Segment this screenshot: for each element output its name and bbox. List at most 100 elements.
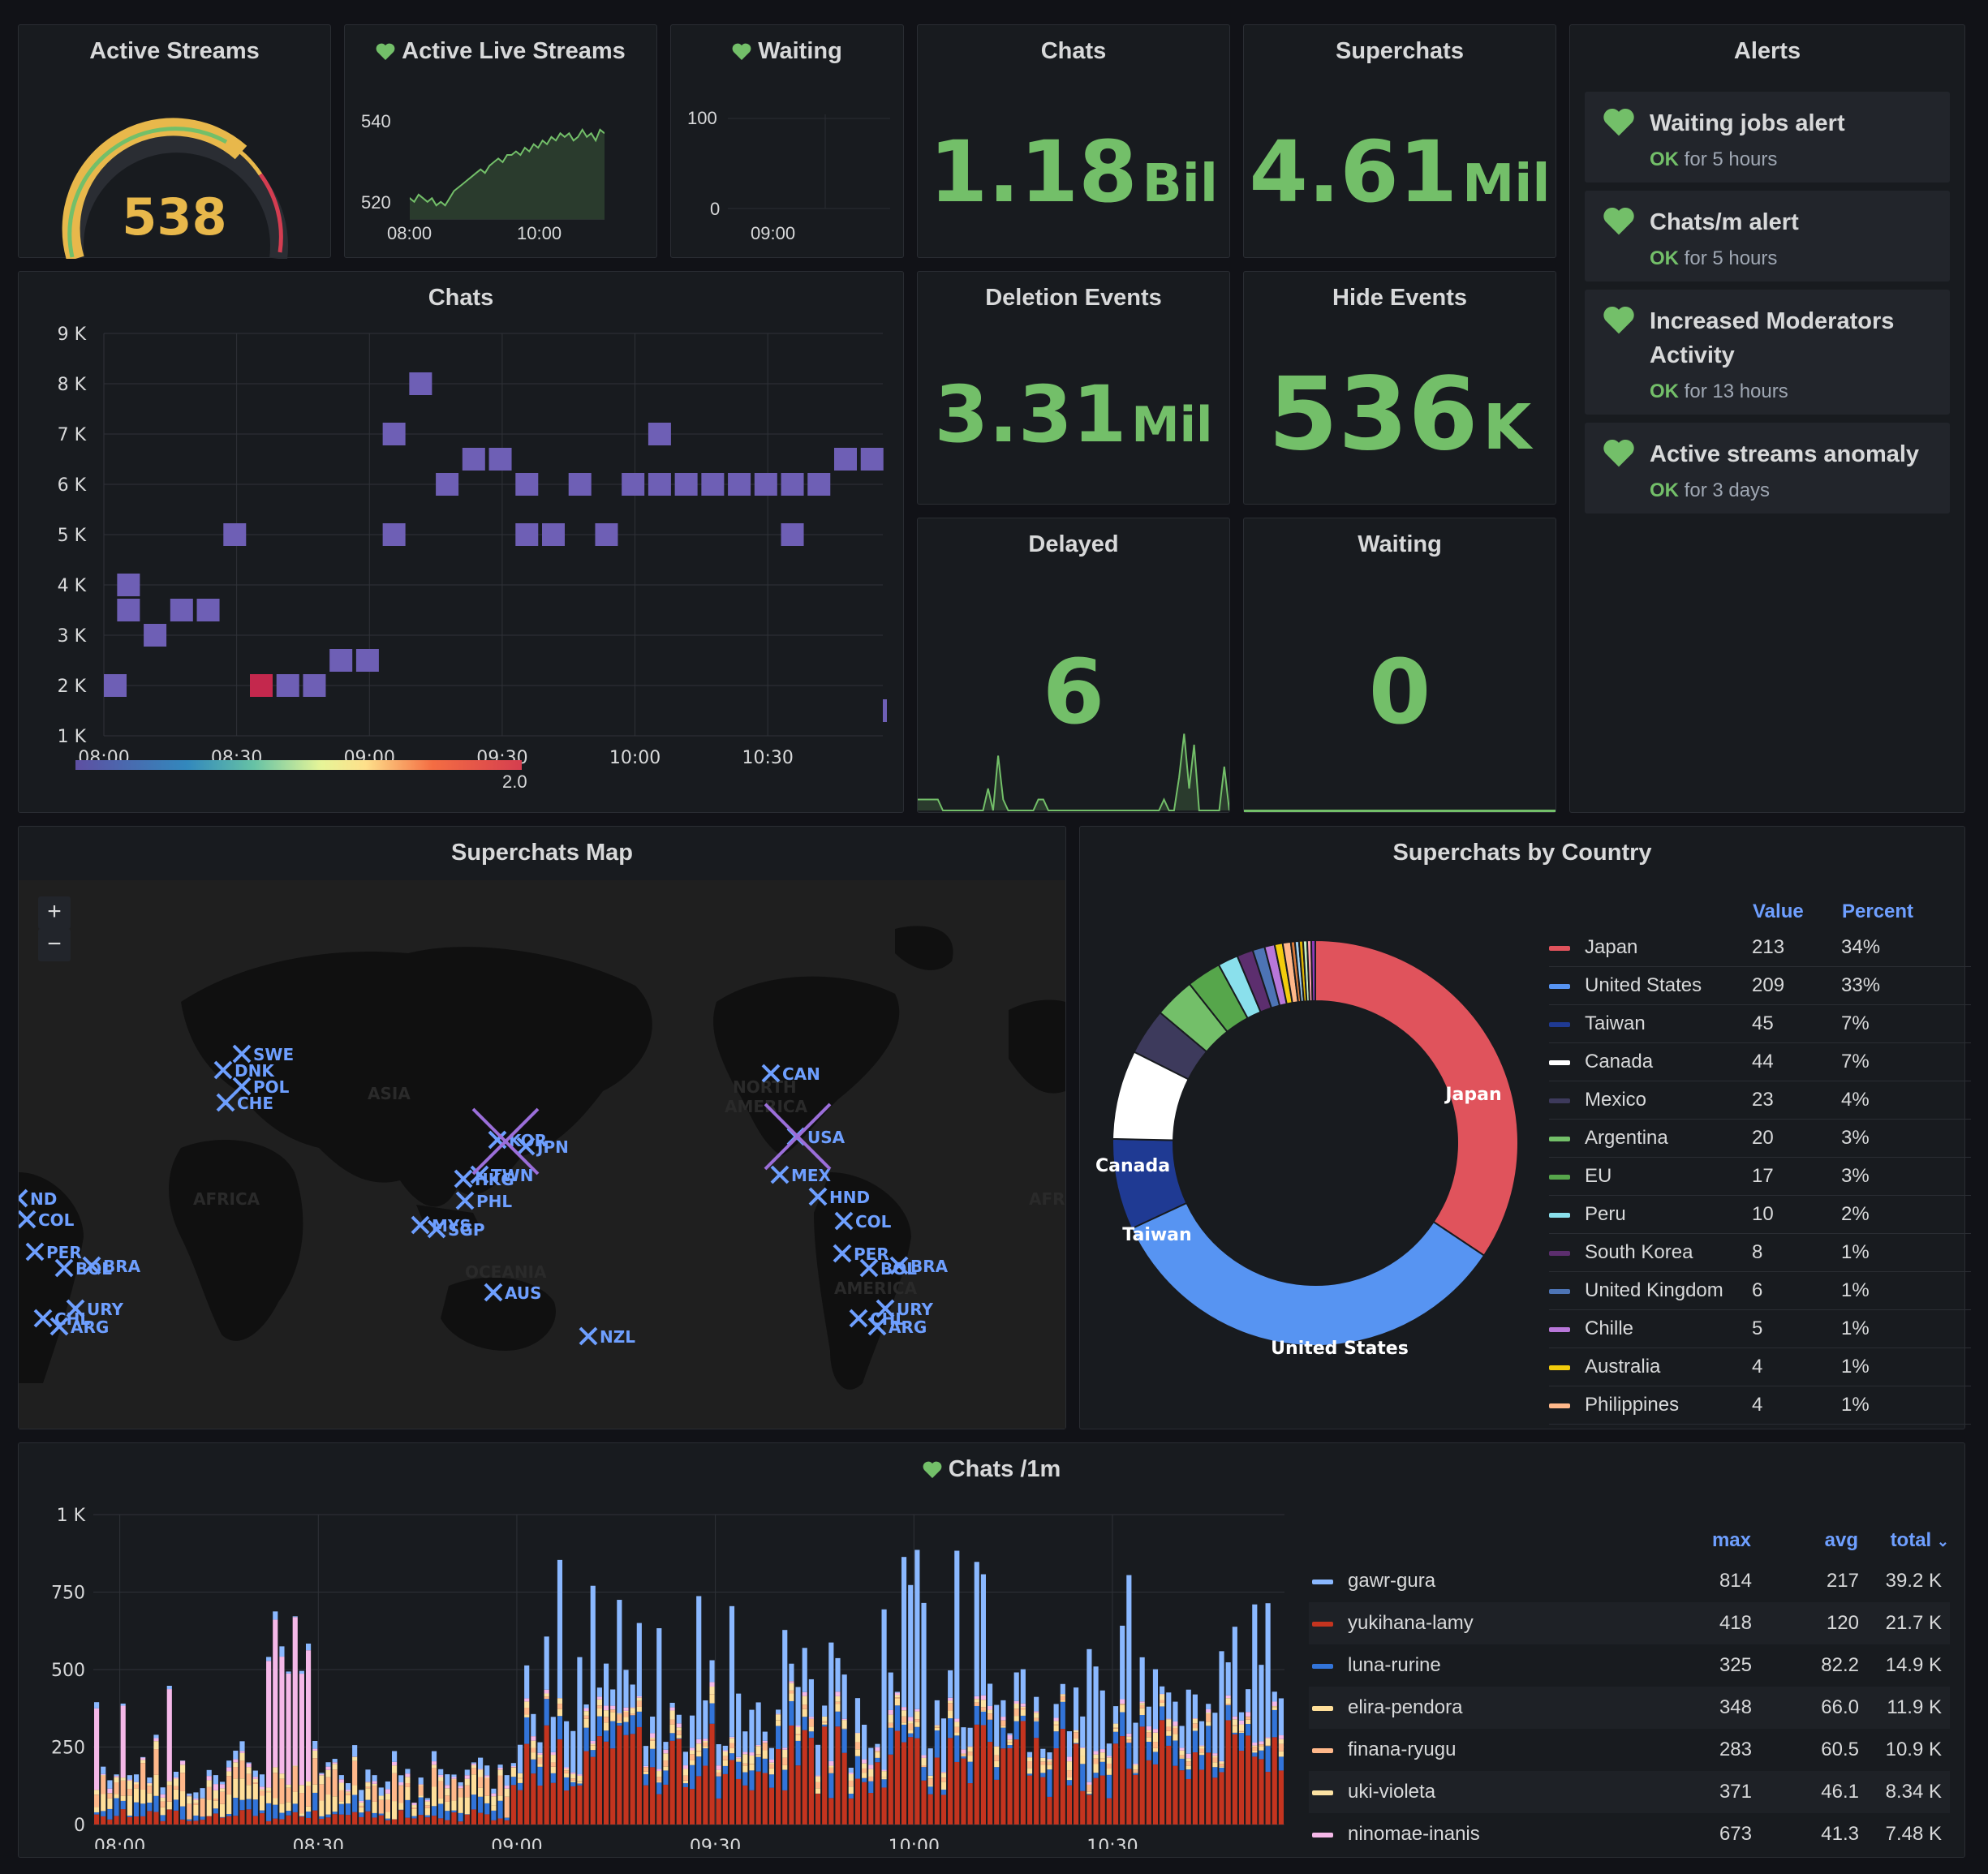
bar-segment [1265, 1772, 1271, 1825]
y-tick: 540 [361, 111, 391, 131]
map-marker: DNK [213, 1060, 275, 1081]
series-legend-row[interactable]: luna-rurine 325 82.2 14.9 K [1309, 1644, 1950, 1687]
series-legend-row[interactable]: elira-pendora 348 66.0 11.9 K [1309, 1687, 1950, 1729]
legend-row[interactable]: Australia 4 1% [1549, 1347, 1971, 1386]
bar-segment [1265, 1745, 1271, 1747]
legend-row[interactable]: Japan 213 34% [1549, 929, 1971, 967]
series-legend-row[interactable]: yukihana-lamy 418 120 21.7 K [1309, 1602, 1950, 1644]
bar-segment [927, 1786, 933, 1794]
legend-row[interactable]: Canada 44 7% [1549, 1042, 1971, 1081]
bar-segment [365, 1811, 371, 1825]
bar-segment [1087, 1784, 1092, 1792]
delayed-panel[interactable]: Delayed 6 [917, 518, 1230, 813]
bar-segment [1252, 1604, 1258, 1743]
bar-segment [901, 1707, 907, 1711]
alert-item[interactable]: Chats/m alert OK for 5 hours [1585, 191, 1950, 282]
series-legend-row[interactable]: ninomae-inanis 673 41.3 7.48 K [1309, 1813, 1950, 1855]
alert-item[interactable]: Increased Moderators Activity OK for 13 … [1585, 290, 1950, 415]
bar-segment [385, 1793, 390, 1800]
alert-item[interactable]: Active streams anomaly OK for 3 days [1585, 423, 1950, 514]
bar-segment [868, 1781, 874, 1794]
bar-segment [319, 1775, 325, 1785]
bar-segment [292, 1803, 298, 1812]
alert-name: Active streams anomaly [1650, 441, 1920, 467]
legend-row[interactable]: EU 17 3% [1549, 1157, 1971, 1196]
bar-segment [299, 1674, 304, 1786]
heatmap-cell [223, 523, 247, 546]
legend-row[interactable]: United Kingdom 6 1% [1549, 1271, 1971, 1310]
waiting-panel[interactable]: Waiting 0 [1243, 518, 1556, 813]
heatmap-cell [276, 674, 299, 697]
bar-segment [961, 1756, 966, 1759]
bar-segment [279, 1657, 285, 1774]
bar-segment [445, 1774, 450, 1786]
bar-segment [147, 1803, 153, 1812]
legend-row[interactable]: Chille 5 1% [1549, 1309, 1971, 1348]
bar-segment [445, 1788, 450, 1796]
bar-segment [1265, 1737, 1271, 1739]
bar-segment [359, 1816, 364, 1825]
bar-segment [1013, 1716, 1019, 1721]
deletion-events-panel[interactable]: Deletion Events 3.31 Mil [917, 271, 1230, 505]
zoom-out-button[interactable]: − [38, 929, 71, 961]
series-legend-row[interactable]: gawr-gura 814 217 39.2 K [1309, 1560, 1950, 1602]
map-canvas[interactable]: ASIA AFRICA NORTH AMERICA OCEANIA AMERIC… [19, 880, 1065, 1429]
map-marker-label: PHL [476, 1192, 512, 1211]
bar-segment [583, 1718, 589, 1728]
alerts-panel[interactable]: Alerts Waiting jobs alert OK for 5 hours… [1569, 24, 1965, 813]
x-tick-label: 10:00 [889, 1837, 940, 1849]
legend-percent: 1% [1841, 1347, 1971, 1386]
chats-stat-panel[interactable]: Chats 1.18Bil [917, 24, 1230, 258]
legend-row[interactable]: South Korea 8 1% [1549, 1233, 1971, 1272]
bar-segment [1265, 1738, 1271, 1746]
bar-segment [398, 1786, 404, 1803]
bar-segment [828, 1642, 834, 1761]
series-legend-row[interactable]: uki-violeta 371 46.1 8.34 K [1309, 1771, 1950, 1813]
legend-row[interactable]: Mexico 23 4% [1549, 1081, 1971, 1120]
stat-unit: K [1482, 392, 1532, 464]
y-tick-label: 2 K [58, 677, 87, 697]
legend-header-avg[interactable]: avg [1824, 1529, 1858, 1551]
bar-segment [1053, 1748, 1059, 1825]
bar-segment [1013, 1672, 1019, 1701]
chats-1m-panel[interactable]: Chats /1m 0 250 500 750 1 K 08:00 08:30 09:00 09… [18, 1442, 1965, 1858]
bar-segment [1047, 1752, 1052, 1759]
legend-swatch [1549, 1021, 1570, 1027]
bar-segment [940, 1773, 947, 1778]
legend-row[interactable]: United States 209 33% [1549, 966, 1971, 1005]
bar-segment [1099, 1690, 1105, 1750]
legend-row[interactable]: Philippines 4 1% [1549, 1386, 1971, 1425]
superchats-stat-panel[interactable]: Superchats 4.61Mil [1243, 24, 1556, 258]
bar-segment [266, 1790, 272, 1793]
active-streams-panel[interactable]: Active Streams 538 [18, 24, 331, 259]
bar-segment [1238, 1724, 1245, 1731]
bar-segment [531, 1752, 536, 1760]
bar-segment [868, 1793, 874, 1825]
active-live-streams-panel[interactable]: Active Live Streams 540 520 08:00 10:00 [344, 24, 657, 258]
alert-item[interactable]: Waiting jobs alert OK for 5 hours [1585, 92, 1950, 183]
bar-segment [914, 1726, 920, 1739]
superchats-by-country-panel[interactable]: Superchats by Country Japan Canada Taiwan U… [1079, 826, 1971, 1429]
legend-row[interactable]: Peru 10 2% [1549, 1195, 1971, 1234]
bar-segment [894, 1705, 900, 1731]
bar-segment [359, 1802, 364, 1806]
series-legend-row[interactable]: finana-ryugu 283 60.5 10.9 K [1309, 1729, 1950, 1771]
map-marker: PER [833, 1244, 889, 1264]
panel-title-text: Chats /1m [948, 1456, 1061, 1482]
superchats-map-panel[interactable]: Superchats Map [18, 826, 1066, 1429]
zoom-in-button[interactable]: + [38, 896, 71, 929]
bar-segment [273, 1773, 278, 1799]
bar-segment [166, 1809, 172, 1825]
bar-segment [1047, 1764, 1052, 1770]
waiting-small-panel[interactable]: Waiting 100 0 09:00 [670, 24, 904, 258]
legend-row[interactable]: Taiwan 45 7% [1549, 1004, 1971, 1043]
bar-segment [795, 1725, 801, 1727]
hide-events-panel[interactable]: Hide Events 536K [1243, 271, 1556, 505]
bar-segment [114, 1798, 119, 1816]
bar-segment [478, 1757, 484, 1769]
legend-row[interactable]: Argentina 20 3% [1549, 1119, 1971, 1158]
bar-segment [1000, 1727, 1006, 1749]
legend-header-total[interactable]: total ⌄ [1859, 1521, 1950, 1560]
legend-header-max[interactable]: max [1711, 1529, 1751, 1551]
